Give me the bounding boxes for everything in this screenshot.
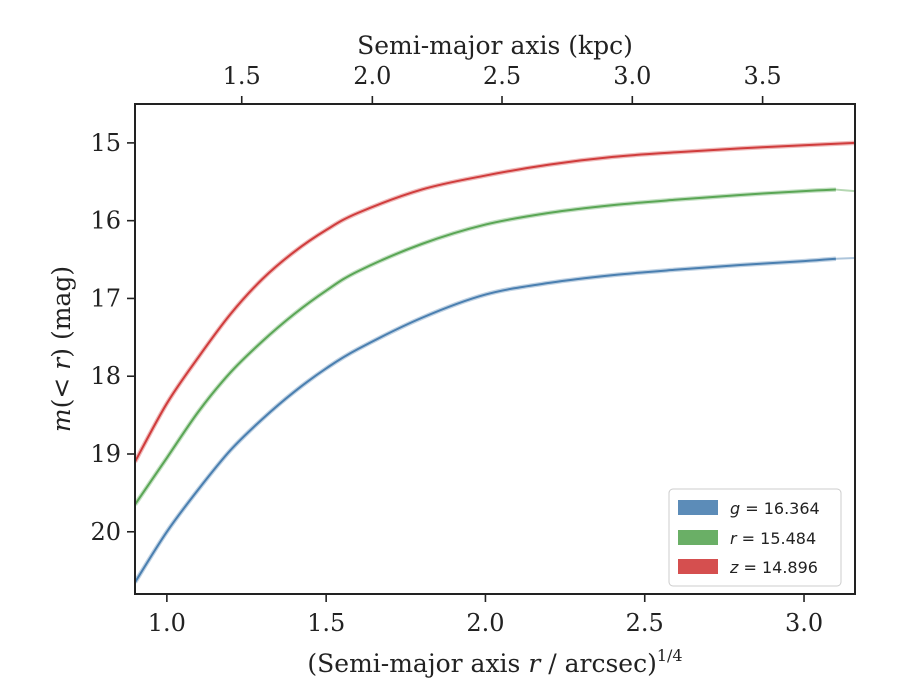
y-tick-label: 20: [90, 518, 121, 546]
series-g-extension: [835, 257, 855, 260]
legend-swatch-r: [678, 530, 718, 545]
top-tick-label: 2.5: [483, 62, 521, 90]
x-axis-label: (Semi-major axis r / arcsec)1/4: [307, 646, 682, 678]
left-axis: 15 16 17 18 19 20: [90, 129, 135, 546]
x-tick-label: 3.0: [785, 609, 823, 637]
plot-frame: [134, 103, 856, 595]
top-tick-label: 3.0: [613, 62, 651, 90]
y-tick-label: 15: [90, 129, 121, 157]
legend-swatch-g: [678, 500, 718, 515]
top-tick-label: 3.5: [744, 62, 782, 90]
series-g-line: [135, 257, 836, 583]
x-tick-label: 2.5: [626, 609, 664, 637]
bottom-axis: 1.0 1.5 2.0 2.5 3.0: [148, 594, 823, 637]
y-tick-label: 17: [90, 284, 121, 312]
y-axis-label: m(< r) (mag): [47, 266, 76, 432]
legend-swatch-z: [678, 559, 718, 574]
top-tick-label: 1.5: [223, 62, 261, 90]
top-axis: 1.5 2.0 2.5 3.0 3.5: [223, 62, 782, 104]
series-z-band: [135, 140, 855, 463]
series-z-line: [135, 141, 855, 463]
legend: g = 16.364 r = 15.484 z = 14.896: [668, 488, 842, 587]
top-axis-label: Semi-major axis (kpc): [357, 31, 633, 60]
legend-label-r: r = 15.484: [730, 529, 816, 548]
x-tick-label: 2.0: [466, 609, 504, 637]
series-r-band: [135, 187, 836, 506]
series-r-line: [135, 188, 836, 506]
top-tick-label: 2.0: [353, 62, 391, 90]
series-r-extension: [835, 188, 855, 193]
y-tick-label: 18: [90, 362, 121, 390]
legend-label-z: z = 14.896: [729, 558, 818, 577]
plot-lines: [135, 140, 855, 584]
x-tick-label: 1.0: [148, 609, 186, 637]
y-tick-label: 19: [90, 440, 121, 468]
y-tick-label: 16: [90, 207, 121, 235]
x-tick-label: 1.5: [307, 609, 345, 637]
legend-label-g: g = 16.364: [730, 499, 820, 518]
